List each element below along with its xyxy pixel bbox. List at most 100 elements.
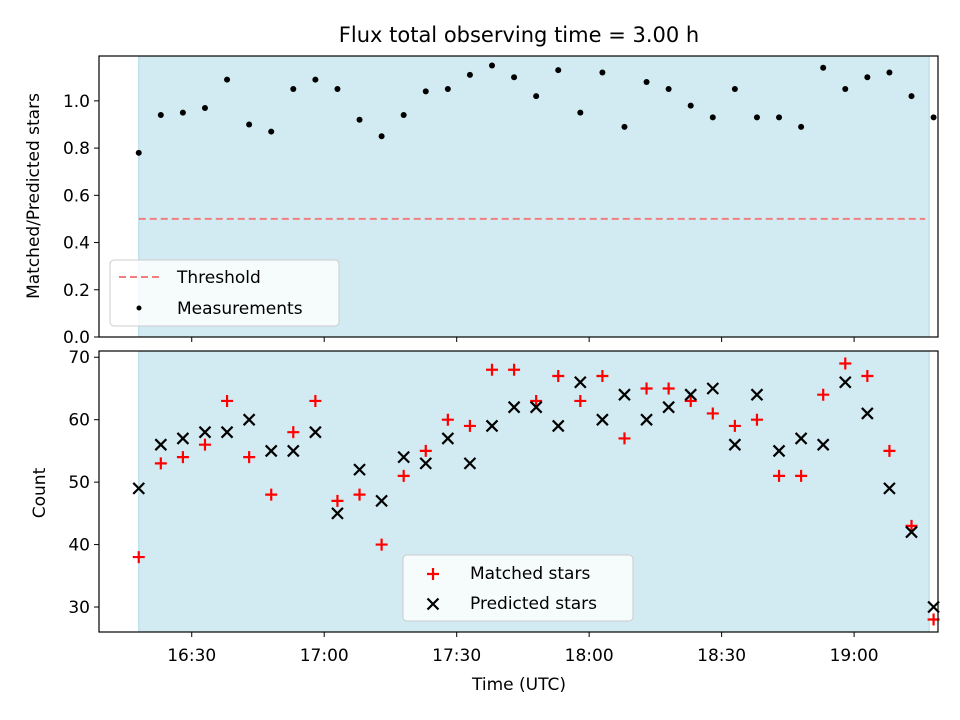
matched-star-point	[817, 388, 830, 401]
predicted-star-point	[750, 388, 764, 401]
legend-matched-label: Matched stars	[470, 564, 590, 584]
matched-star-point	[221, 394, 234, 407]
matched-star-point	[331, 494, 344, 507]
predicted-star-point	[353, 463, 366, 476]
measurement-point	[820, 64, 827, 71]
matched-star-point	[839, 357, 852, 370]
predicted-star-point	[706, 382, 720, 395]
chart-title: Flux total observing time = 3.00 h	[339, 23, 699, 47]
y-tick-label: 50	[68, 473, 90, 493]
predicted-star-point	[883, 482, 896, 495]
measurement-point	[246, 121, 253, 128]
predicted-star-point	[397, 450, 410, 464]
predicted-star-point	[596, 413, 609, 426]
matched-star-point	[441, 413, 454, 426]
measurement-point	[665, 86, 672, 93]
x-tick-label: 18:00	[565, 646, 614, 666]
predicted-star-point	[618, 388, 631, 401]
x-tick-label: 19:00	[830, 646, 879, 666]
measurement-point	[908, 93, 915, 100]
measurement-point	[709, 114, 716, 121]
matched-star-point	[662, 382, 675, 395]
x-axis-label: Time (UTC)	[471, 675, 566, 695]
matched-star-point	[861, 369, 874, 382]
measurement-point	[621, 123, 628, 130]
measurement-point	[268, 128, 275, 135]
matched-star-point	[265, 488, 278, 501]
measurement-point	[842, 86, 849, 93]
x-tick-label: 17:00	[300, 646, 349, 666]
legend-measurement-swatch	[136, 305, 142, 311]
measurement-point	[776, 114, 783, 121]
matched-star-point	[618, 432, 631, 445]
matched-star-point	[375, 538, 388, 551]
measurement-point	[334, 86, 341, 93]
measurement-point	[643, 78, 650, 85]
predicted-star-point	[574, 375, 587, 389]
measurement-point	[886, 69, 893, 76]
predicted-star-point	[375, 494, 388, 508]
matched-star-point	[574, 394, 587, 407]
measurement-point	[201, 104, 208, 111]
matched-star-point	[530, 394, 543, 407]
legend-predicted-swatch	[426, 597, 440, 611]
predicted-star-point	[772, 444, 786, 458]
matched-star-point	[243, 451, 256, 464]
matched-star-point	[419, 444, 432, 457]
matched-star-point	[397, 469, 410, 482]
measurement-point	[179, 109, 186, 116]
measurement-point	[511, 74, 518, 81]
measurement-point	[687, 102, 694, 109]
measurement-point	[422, 88, 429, 95]
matched-star-point	[132, 551, 145, 564]
predicted-star-point	[309, 425, 322, 439]
y-tick-label: 0.4	[63, 234, 90, 254]
matched-star-point	[198, 438, 211, 451]
y-axis-label-count: Count	[30, 467, 50, 518]
predicted-star-point	[927, 600, 940, 614]
x-tick-label: 17:30	[432, 646, 481, 666]
measurement-point	[466, 71, 473, 78]
matched-star-point	[750, 413, 763, 426]
measurement-point	[378, 133, 385, 140]
predicted-star-point	[132, 482, 146, 495]
predicted-star-point	[684, 388, 697, 401]
measurement-point	[798, 123, 805, 130]
predicted-star-point	[441, 432, 455, 445]
count-panel: 30 40 50 60 70 16:30 17:00 17:30 18:00 18:30 19:00…	[68, 348, 940, 666]
y-tick-label: 30	[68, 598, 90, 618]
predicted-star-point	[485, 419, 499, 433]
predicted-star-point	[816, 438, 830, 451]
measurement-point	[135, 149, 142, 156]
predicted-star-point	[838, 375, 852, 389]
predicted-star-point	[287, 444, 300, 458]
measurement-point	[489, 62, 496, 69]
measurement-point	[930, 114, 937, 121]
matched-star-point	[706, 407, 719, 420]
predicted-star-point	[794, 432, 808, 445]
matched-star-point	[773, 469, 786, 482]
y-tick-label: 70	[68, 348, 90, 368]
matched-star-point	[309, 394, 322, 407]
predicted-star-point	[507, 400, 521, 414]
matched-star-point	[795, 469, 808, 482]
plot-frame	[98, 350, 939, 633]
predicted-star-point	[551, 419, 565, 433]
predicted-star-point	[662, 400, 675, 414]
y-tick-label: 0.8	[63, 139, 90, 159]
predicted-star-point	[176, 432, 190, 445]
y-tick-label: 0.2	[63, 281, 90, 301]
legend-measurement-label: Measurements	[177, 299, 303, 319]
predicted-star-point	[529, 400, 543, 414]
measurement-point	[157, 112, 164, 119]
predicted-star-point	[905, 525, 918, 539]
legend-box	[109, 259, 340, 327]
matched-star-point	[176, 451, 189, 464]
matched-star-point	[905, 519, 918, 532]
predicted-star-point	[264, 444, 278, 458]
measurement-point	[356, 116, 363, 123]
measurement-point	[731, 86, 738, 93]
matched-star-point	[596, 369, 609, 382]
measurement-point	[864, 74, 871, 81]
